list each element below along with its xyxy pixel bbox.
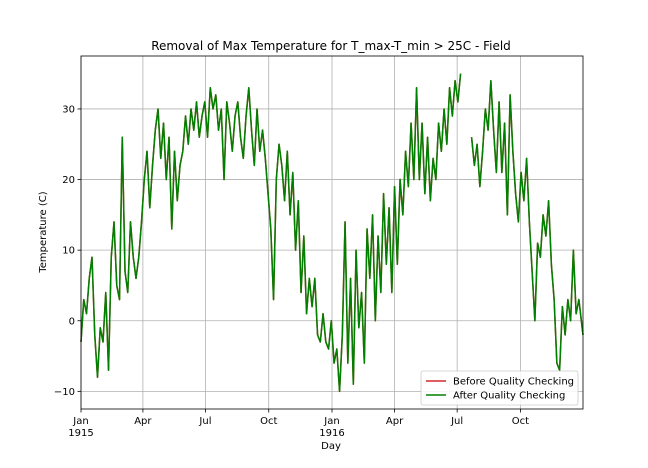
x-tick-year-label: 1916	[319, 428, 344, 439]
x-tick-year-label: 1915	[68, 428, 93, 439]
y-axis-label: Temperature (C)	[38, 191, 49, 273]
series-line-after-quality-checking	[80, 73, 584, 393]
x-tick-label: Oct	[260, 416, 277, 427]
y-tick-label: 30	[62, 104, 75, 115]
x-tick-label: Apr	[134, 416, 152, 427]
x-tick-label: Jan	[323, 416, 339, 427]
x-tick-label: Oct	[512, 416, 529, 427]
legend-box	[420, 370, 579, 406]
series-layer	[80, 73, 584, 393]
x-tick-label: Jul	[450, 416, 463, 427]
legend: Before Quality Checking After Quality Ch…	[420, 370, 579, 406]
x-tick-label: Jan	[72, 416, 88, 427]
grid-lines	[80, 56, 583, 409]
x-tick-label: Apr	[386, 416, 404, 427]
legend-label-after: After Quality Checking	[453, 391, 565, 402]
x-axis-label: Day	[321, 441, 341, 452]
legend-label-before: Before Quality Checking	[453, 377, 574, 388]
y-tick-label: 10	[62, 246, 75, 257]
y-tick-label: 0	[69, 316, 75, 327]
chart-title: Removal of Max Temperature for T_max-T_m…	[151, 39, 511, 53]
x-tick-label: Jul	[198, 416, 211, 427]
y-tick-label: 20	[62, 175, 75, 186]
y-tick-label: −10	[54, 387, 75, 398]
